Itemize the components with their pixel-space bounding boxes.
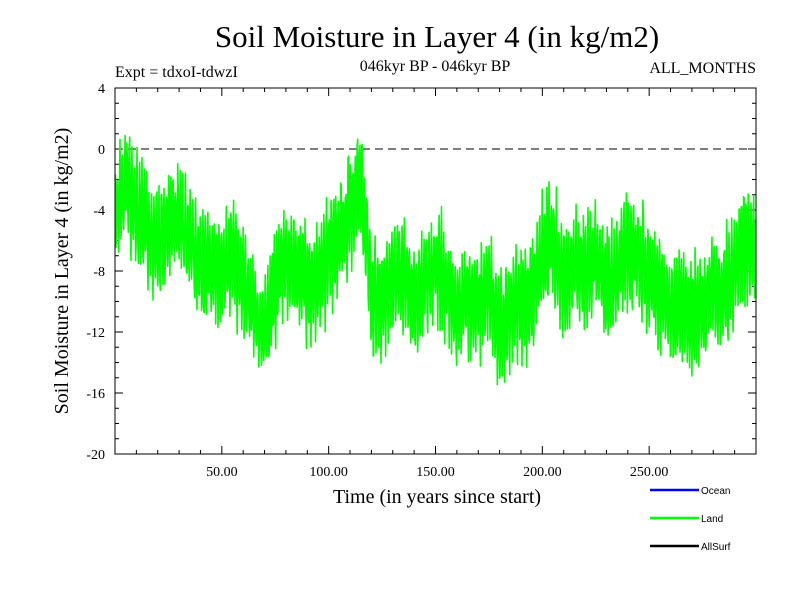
chart-subtitle-center: 046kyr BP - 046kyr BP [360,58,511,75]
x-axis-label: Time (in years since start) [333,486,541,508]
legend-label-allsurf: AllSurf [701,542,731,553]
chart-title: Soil Moisture in Layer 4 (in kg/m2) [215,19,659,54]
legend-label-land: Land [701,514,723,525]
legend-label-ocean: Ocean [701,486,730,497]
y-tick-label: -4 [93,204,105,219]
series-line-land [114,134,757,386]
x-tick-label: 100.00 [309,465,348,480]
y-tick-label: -12 [86,326,105,341]
plot-frame [114,87,757,455]
tick-labels: 4 0 -4 -8 -12 -16 -20 50.00 100.00 150.00 200.00 25… [86,82,668,480]
y-axis-label: Soil Moisture in Layer 4 (in kg/m2) [51,128,73,415]
y-tick-label: -20 [86,448,105,463]
chart-subtitle-right: ALL_MONTHS [649,60,756,77]
axes-ticks [114,87,757,455]
x-tick-label: 250.00 [630,465,669,480]
x-tick-label: 150.00 [416,465,455,480]
x-tick-label: 50.00 [206,465,238,480]
y-tick-label: -8 [93,265,105,280]
legend: Ocean Land AllSurf [650,486,731,553]
y-tick-label: 0 [98,143,105,158]
y-tick-label: 4 [98,82,105,97]
y-tick-label: -16 [86,387,105,402]
chart-subtitle-left: Expt = tdxoI-tdwzI [115,64,238,81]
x-tick-label: 200.00 [523,465,562,480]
